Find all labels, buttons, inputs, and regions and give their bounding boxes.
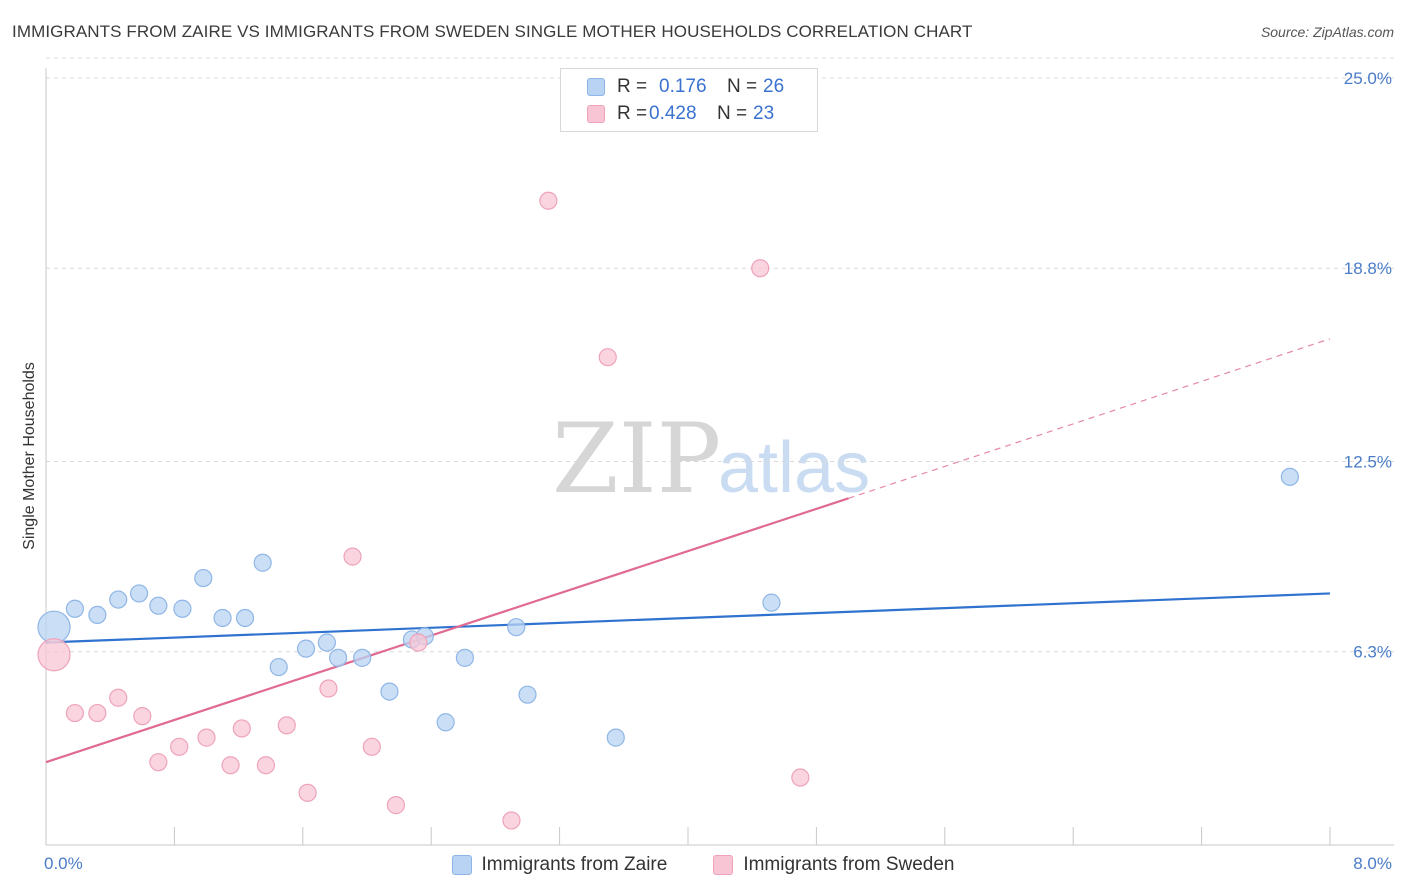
point-zaire <box>329 648 348 667</box>
series-label-sweden: Immigrants from Sweden <box>743 854 955 875</box>
series-legend: Immigrants from Zaire Immigrants from Sw… <box>0 852 1406 878</box>
point-sweden <box>37 638 71 672</box>
legend-n-value: 23 <box>753 103 775 124</box>
y-tick-label: 18.8% <box>1344 259 1392 278</box>
point-zaire <box>129 584 149 603</box>
y-tick-label: 12.5% <box>1344 453 1392 472</box>
series-label-zaire: Immigrants from Zaire <box>481 854 668 875</box>
point-zaire <box>194 568 213 588</box>
chart-title: IMMIGRANTS FROM ZAIRE VS IMMIGRANTS FROM… <box>12 22 973 41</box>
legend-r-label: R = <box>617 103 648 124</box>
x-tick-label: 0.0% <box>44 854 83 873</box>
point-sweden <box>197 728 216 747</box>
point-zaire <box>296 639 316 658</box>
point-sweden <box>409 633 428 652</box>
x-tick-label: 8.0% <box>1353 854 1392 873</box>
source-credit: Source: ZipAtlas.com <box>1260 24 1394 40</box>
point-sweden <box>386 796 405 815</box>
point-sweden <box>343 547 362 566</box>
trend-line-sweden <box>45 497 849 764</box>
point-zaire <box>149 596 168 615</box>
point-sweden <box>221 756 240 775</box>
point-zaire <box>173 599 192 618</box>
data-points <box>37 191 1299 830</box>
correlation-legend: R = 0.176 N = 26 R = 0.428 N = 23 <box>560 68 818 132</box>
legend-r-value: 0.176 <box>659 76 707 97</box>
point-sweden <box>298 783 317 802</box>
series-legend-zaire[interactable]: Immigrants from Zaire <box>451 854 668 876</box>
point-zaire <box>380 682 399 701</box>
point-zaire <box>606 728 625 747</box>
legend-n-label: N = <box>717 103 748 124</box>
legend-n-label: N = <box>727 76 758 97</box>
point-zaire <box>353 648 372 667</box>
point-sweden <box>539 191 558 210</box>
point-zaire <box>1280 467 1299 486</box>
point-sweden <box>170 737 189 756</box>
trend-line-zaire <box>45 592 1331 644</box>
legend-swatch-zaire <box>587 78 605 96</box>
point-sweden <box>598 348 617 367</box>
point-zaire <box>507 618 526 637</box>
watermark-atlas: atlas <box>718 428 870 508</box>
point-sweden <box>277 716 296 735</box>
watermark-zip: ZIP <box>552 403 721 515</box>
legend-row-zaire: R = 0.176 N = 26 <box>587 74 784 100</box>
point-sweden <box>362 737 381 756</box>
point-zaire <box>88 605 107 625</box>
point-sweden <box>133 707 152 726</box>
point-sweden <box>65 703 84 723</box>
trend-extension-sweden <box>848 338 1331 499</box>
point-zaire <box>253 553 272 572</box>
point-sweden <box>751 259 770 278</box>
point-zaire <box>213 608 232 628</box>
tick-labels: 6.3% 12.5% 18.8% 25.0% 0.0% 8.0% <box>44 69 1392 873</box>
point-sweden <box>149 753 168 772</box>
point-sweden <box>232 719 251 738</box>
axes <box>45 68 1394 846</box>
legend-r-value: 0.428 <box>649 103 697 124</box>
point-zaire <box>317 633 336 652</box>
point-zaire <box>269 657 288 677</box>
y-axis-label: Single Mother Households <box>21 362 38 550</box>
point-zaire <box>235 608 255 628</box>
legend-swatch-sweden <box>587 105 605 123</box>
legend-r-label: R = <box>617 76 648 97</box>
y-tick-label: 6.3% <box>1353 643 1392 662</box>
y-tick-label: 25.0% <box>1344 69 1392 88</box>
series-swatch-sweden <box>713 855 734 875</box>
series-legend-sweden[interactable]: Immigrants from Sweden <box>713 854 955 876</box>
point-sweden <box>791 768 810 787</box>
series-swatch-zaire <box>451 855 472 875</box>
point-zaire <box>762 593 781 612</box>
legend-n-value: 26 <box>763 76 785 97</box>
point-sweden <box>88 703 107 723</box>
point-sweden <box>256 756 275 775</box>
point-zaire <box>65 599 84 618</box>
legend-row-sweden: R = 0.428 N = 23 <box>587 101 774 127</box>
grid-lines <box>46 57 1394 653</box>
watermark: ZIP atlas <box>552 403 870 515</box>
point-zaire <box>455 648 475 667</box>
trend-lines <box>45 338 1331 764</box>
point-sweden <box>502 811 521 830</box>
point-zaire <box>518 685 537 704</box>
point-zaire <box>436 713 455 732</box>
point-sweden <box>109 688 128 707</box>
point-sweden <box>319 679 338 698</box>
point-zaire <box>109 590 128 609</box>
